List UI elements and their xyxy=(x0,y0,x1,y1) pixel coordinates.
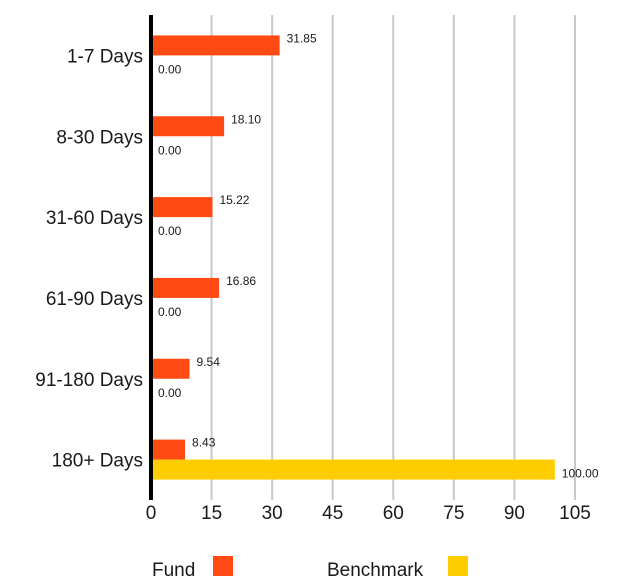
x-tick-label: 90 xyxy=(504,503,525,524)
category-label: 8-30 Days xyxy=(56,127,143,148)
fund-data-label: 16.86 xyxy=(226,274,256,288)
legend-swatch-fund xyxy=(213,556,233,576)
bars: 31.85 0.00 18.10 0.00 15.22 0.00 16.86 0.00 9.54… xyxy=(151,31,599,481)
category-label: 61-90 Days xyxy=(46,289,143,310)
benchmark-data-label: 0.00 xyxy=(158,62,182,76)
fund-data-label: 15.22 xyxy=(219,193,249,207)
benchmark-data-label: 0.00 xyxy=(158,386,182,400)
benchmark-bar xyxy=(151,459,555,480)
x-tick-label: 60 xyxy=(383,503,404,524)
fund-bar xyxy=(151,116,225,137)
x-tick-label: 45 xyxy=(322,503,343,524)
fund-bar xyxy=(151,197,213,218)
legend-swatch-benchmark xyxy=(448,556,468,576)
category-label: 1-7 Days xyxy=(67,46,143,67)
benchmark-data-label: 0.00 xyxy=(158,305,182,319)
category-label: 31-60 Days xyxy=(46,208,143,229)
legend: Fund Benchmark xyxy=(152,556,468,581)
fund-data-label: 8.43 xyxy=(192,436,216,450)
fund-bar xyxy=(151,277,220,298)
x-tick-label: 15 xyxy=(201,503,222,524)
category-labels: 1-7 Days 8-30 Days 31-60 Days 61-90 Days 91-… xyxy=(35,46,143,471)
legend-label-fund: Fund xyxy=(152,560,195,581)
x-axis-ticks: 0 15 30 45 60 75 90 105 xyxy=(146,503,591,524)
x-tick-label: 105 xyxy=(559,503,591,524)
category-label: 91-180 Days xyxy=(35,370,143,391)
fund-data-label: 9.54 xyxy=(197,355,221,369)
fund-data-label: 18.10 xyxy=(231,112,261,126)
fund-bar xyxy=(151,439,186,460)
legend-label-benchmark: Benchmark xyxy=(327,560,424,581)
category-label: 180+ Days xyxy=(52,451,143,472)
x-tick-label: 0 xyxy=(146,503,157,524)
benchmark-data-label: 0.00 xyxy=(158,224,182,238)
benchmark-data-label: 100.00 xyxy=(562,467,599,481)
fund-bar xyxy=(151,35,280,56)
benchmark-data-label: 0.00 xyxy=(158,143,182,157)
fund-data-label: 31.85 xyxy=(287,31,317,45)
grid-lines xyxy=(210,15,576,500)
x-tick-label: 30 xyxy=(262,503,283,524)
fund-bar xyxy=(151,358,190,379)
x-tick-label: 75 xyxy=(443,503,464,524)
